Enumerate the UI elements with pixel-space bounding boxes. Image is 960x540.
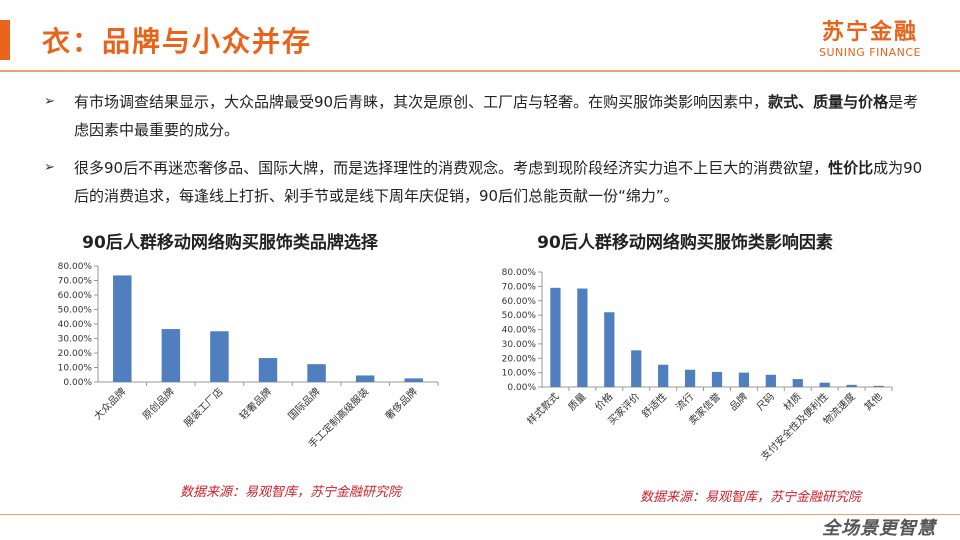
x-category-label: 尺码 [754,391,777,414]
logo-text-en: SUNING FINANCE [819,46,921,59]
y-tick-label: 0.00% [63,378,92,388]
bullet-list: ➢ 有市场调查结果显示，大众品牌最受90后青睐，其次是原创、工厂店与轻奢。在购买… [44,88,924,220]
x-category-label: 品牌 [727,390,750,413]
y-tick-label: 60.00% [502,297,537,307]
bar [258,358,278,382]
title-bar: 衣：品牌与小众并存 苏宁金融 SUNING FINANCE [0,0,960,72]
x-category-label: 原创品牌 [140,385,177,422]
y-tick-label: 30.00% [58,335,93,345]
y-tick-label: 0.00% [507,383,536,393]
x-category-label: 流行 [673,390,696,413]
bar [792,379,803,387]
bullet-item: ➢ 有市场调查结果显示，大众品牌最受90后青睐，其次是原创、工厂店与轻奢。在购买… [44,88,924,144]
y-tick-label: 20.00% [502,354,537,364]
bar [846,384,857,387]
bar [658,364,669,387]
x-category-label: 样式款式 [524,390,561,427]
chart-title: 90后人群移动网络购买服饰类影响因素 [537,232,833,253]
y-tick-label: 70.00% [502,282,537,292]
x-category-label: 材质 [781,390,804,413]
y-tick-label: 20.00% [58,349,93,359]
bullet-text: 有市场调查结果显示，大众品牌最受90后青睐，其次是原创、工厂店与轻奢。在购买服饰… [74,93,769,111]
data-source-right: 数据来源：易观智库，苏宁金融研究院 [640,490,862,505]
influence-factor-chart: 90后人群移动网络购买服饰类影响因素 0.00% 10.00% 20.00% 30.00… [502,232,893,463]
bar [355,375,375,382]
bullet-item: ➢ 很多90后不再迷恋奢侈品、国际大牌，而是选择理性的消费观念。考虑到现阶段经济… [44,154,924,210]
chart-title: 90后人群移动网络购买服饰类品牌选择 [82,232,379,253]
footer-line [0,514,960,515]
y-tick-label: 50.00% [502,311,537,321]
data-source-left: 数据来源：易观智库，苏宁金融研究院 [180,485,402,500]
logo-text-cn: 苏宁金融 [821,20,918,45]
x-category-label: 服装工厂店 [181,385,226,430]
bar [631,350,642,387]
y-tick-label: 80.00% [58,262,93,272]
y-tick-label: 30.00% [502,340,537,350]
bar [113,275,132,382]
y-tick-label: 70.00% [58,277,93,287]
x-category-label: 舒适性 [639,390,669,420]
x-category-label: 其他 [861,390,884,413]
y-tick-label: 40.00% [502,326,537,336]
x-category-label: 价格 [592,390,615,413]
title-accent-bar [0,20,10,60]
arrow-bullet-icon: ➢ [44,94,55,109]
suning-finance-logo: 苏宁金融 SUNING FINANCE [810,14,930,60]
bullet-text: 很多90后不再迷恋奢侈品、国际大牌，而是选择理性的消费观念。考虑到现阶段经济实力… [74,159,829,177]
bar [577,288,588,387]
footer-watermark: 全场景更智慧 [822,518,936,539]
slide-title: 衣：品牌与小众并存 [42,25,313,58]
bar [765,374,776,387]
x-category-label: 大众品牌 [91,385,128,422]
x-category-label: 质量 [566,391,589,414]
bar [819,382,830,387]
y-tick-label: 10.00% [502,369,537,379]
bar [684,369,696,387]
bar [711,371,723,387]
arrow-bullet-icon: ➢ [44,160,55,175]
bar [550,287,561,387]
bar [210,331,229,382]
bullet-text: 是考虑因素中最重要的成分。 [74,93,919,139]
y-tick-label: 40.00% [58,320,93,330]
x-category-label: 轻奢品牌 [237,385,274,422]
bar [873,385,884,387]
y-tick-label: 80.00% [502,268,537,278]
y-tick-label: 60.00% [58,291,93,301]
bar [738,372,750,387]
bar [307,364,326,382]
y-tick-label: 10.00% [58,364,93,374]
bar [604,312,615,387]
bar [404,378,423,382]
title-underline [0,70,960,72]
x-category-label: 国际品牌 [285,385,322,422]
y-tick-label: 50.00% [58,306,93,316]
bar [161,329,181,382]
x-category-label: 奢侈品牌 [382,385,419,422]
brand-choice-chart: 90后人群移动网络购买服饰类品牌选择 0.00% 10.00% 20.00% 30.00… [58,232,439,451]
bullet-text: 成为90后的消费追求，每逢线上打折、剁手节或是线下周年庆促销，90后们总能贡献一… [74,159,923,205]
bullet-emphasis: 款式、质量与价格 [768,93,889,111]
bullet-emphasis: 性价比 [828,159,874,177]
